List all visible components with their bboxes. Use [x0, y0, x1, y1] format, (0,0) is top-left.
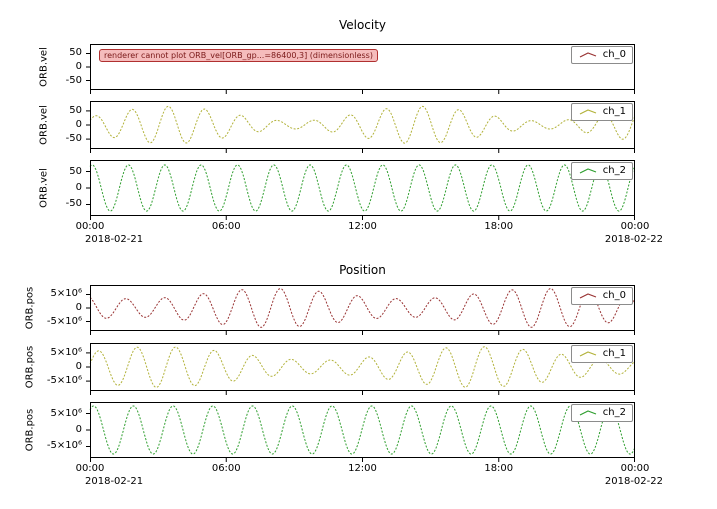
start-date-label: 2018-02-21 [85, 476, 144, 487]
x-axis-dates-velocity: 2018-02-21 2018-02-22 [85, 234, 663, 246]
legend-label: ch_1 [602, 106, 626, 117]
legend-line-icon [579, 168, 597, 174]
x-tick-label: 00:00 [620, 463, 650, 474]
subplot-velocity-ch1: ORB.vel 50 0 -50 ch_1 [39, 101, 636, 153]
subplot-velocity-ch2: ORB.vel 50 0 -50 ch_2 [39, 160, 636, 220]
x-tick-label: 18:00 [484, 221, 514, 232]
x-tick-label: 18:00 [484, 463, 514, 474]
plot-area [86, 285, 636, 335]
end-date-label: 2018-02-22 [604, 476, 663, 487]
plot-area [86, 343, 636, 395]
series-line-ch_2 [89, 405, 636, 455]
plot-area [86, 402, 636, 462]
x-axis-dates-position: 2018-02-21 2018-02-22 [85, 476, 663, 488]
x-tick-label: 12:00 [348, 221, 377, 232]
legend: ch_2 [570, 404, 633, 422]
x-tick-label: 12:00 [348, 463, 377, 474]
y-tick-label: 0 [75, 182, 82, 193]
legend-line-icon [579, 293, 597, 299]
y-tick-label: -50 [65, 74, 82, 86]
y-tick-label: 0 [75, 361, 82, 372]
legend: ch_0 [570, 287, 633, 305]
legend-label: ch_0 [602, 290, 626, 301]
legend-line-icon [579, 109, 597, 115]
y-tick-label: 0 [75, 119, 82, 130]
y-tick-label: 5×10⁶ [50, 407, 82, 419]
y-tick-label: 50 [69, 104, 82, 116]
legend: ch_0 [570, 46, 633, 64]
series-line-ch_1 [89, 105, 636, 144]
plot-frame [90, 160, 635, 216]
y-axis-label: ORB.pos [24, 286, 36, 330]
legend-line-icon [579, 52, 597, 58]
legend-label: ch_2 [602, 165, 626, 176]
plot-frame [90, 343, 635, 391]
legend: ch_1 [570, 103, 633, 121]
velocity-group-title: Velocity [338, 18, 387, 32]
x-tick-label: 06:00 [211, 463, 241, 474]
plot-area [86, 44, 635, 94]
y-tick-label: -5×10⁶ [46, 375, 82, 387]
y-tick-label: 5×10⁶ [50, 288, 82, 300]
legend: ch_1 [570, 345, 633, 363]
render-error-badge: renderer cannot plot ORB_vel[ORB_gp...=8… [99, 49, 378, 62]
legend-line-icon [579, 351, 597, 357]
y-tick-label: 0 [75, 61, 82, 72]
x-tick-label: 06:00 [211, 221, 241, 232]
subplot-position-ch2: ORB.pos 5×10⁶ 0 -5×10⁶ ch_2 [25, 402, 636, 462]
series-line-ch_0 [89, 288, 636, 328]
start-date-label: 2018-02-21 [85, 234, 144, 245]
y-tick-label: 0 [75, 424, 82, 435]
y-tick-label: 50 [69, 165, 82, 177]
y-tick-label: 50 [69, 47, 82, 59]
plot-frame [90, 285, 635, 331]
plot-frame [90, 44, 635, 90]
subplot-velocity-ch0: ORB.vel 50 0 -50 renderer cannot plot OR… [39, 44, 635, 94]
plot-frame [90, 402, 635, 458]
x-tick-label: 00:00 [75, 221, 105, 232]
y-tick-label: -50 [65, 198, 82, 210]
plot-frame [90, 101, 635, 149]
series-line-ch_2 [89, 164, 636, 212]
y-tick-label: -5×10⁶ [46, 315, 82, 327]
legend-label: ch_1 [602, 348, 626, 359]
x-axis-ticks-velocity: 00:00 06:00 12:00 18:00 00:00 [76, 221, 650, 233]
y-tick-label: -5×10⁶ [46, 440, 82, 452]
x-tick-label: 00:00 [620, 221, 650, 232]
legend: ch_2 [570, 162, 633, 180]
y-tick-label: 5×10⁶ [50, 346, 82, 358]
x-axis-ticks-position: 00:00 06:00 12:00 18:00 00:00 [76, 463, 650, 475]
position-group-title: Position [339, 263, 386, 277]
y-axis-label: ORB.pos [24, 408, 36, 452]
y-tick-label: 0 [75, 302, 82, 313]
plot-area [86, 160, 636, 220]
y-tick-label: -50 [65, 133, 82, 145]
series-line-ch_1 [89, 346, 636, 388]
legend-label: ch_2 [602, 407, 626, 418]
end-date-label: 2018-02-22 [604, 234, 663, 245]
x-tick-label: 00:00 [75, 463, 105, 474]
subplot-position-ch0: ORB.pos 5×10⁶ 0 -5×10⁶ ch_0 [25, 285, 636, 335]
y-axis-label: ORB.pos [24, 345, 36, 389]
legend-label: ch_0 [602, 49, 626, 60]
legend-line-icon [579, 410, 597, 416]
subplot-position-ch1: ORB.pos 5×10⁶ 0 -5×10⁶ ch_1 [25, 343, 636, 395]
plot-area [86, 101, 636, 153]
